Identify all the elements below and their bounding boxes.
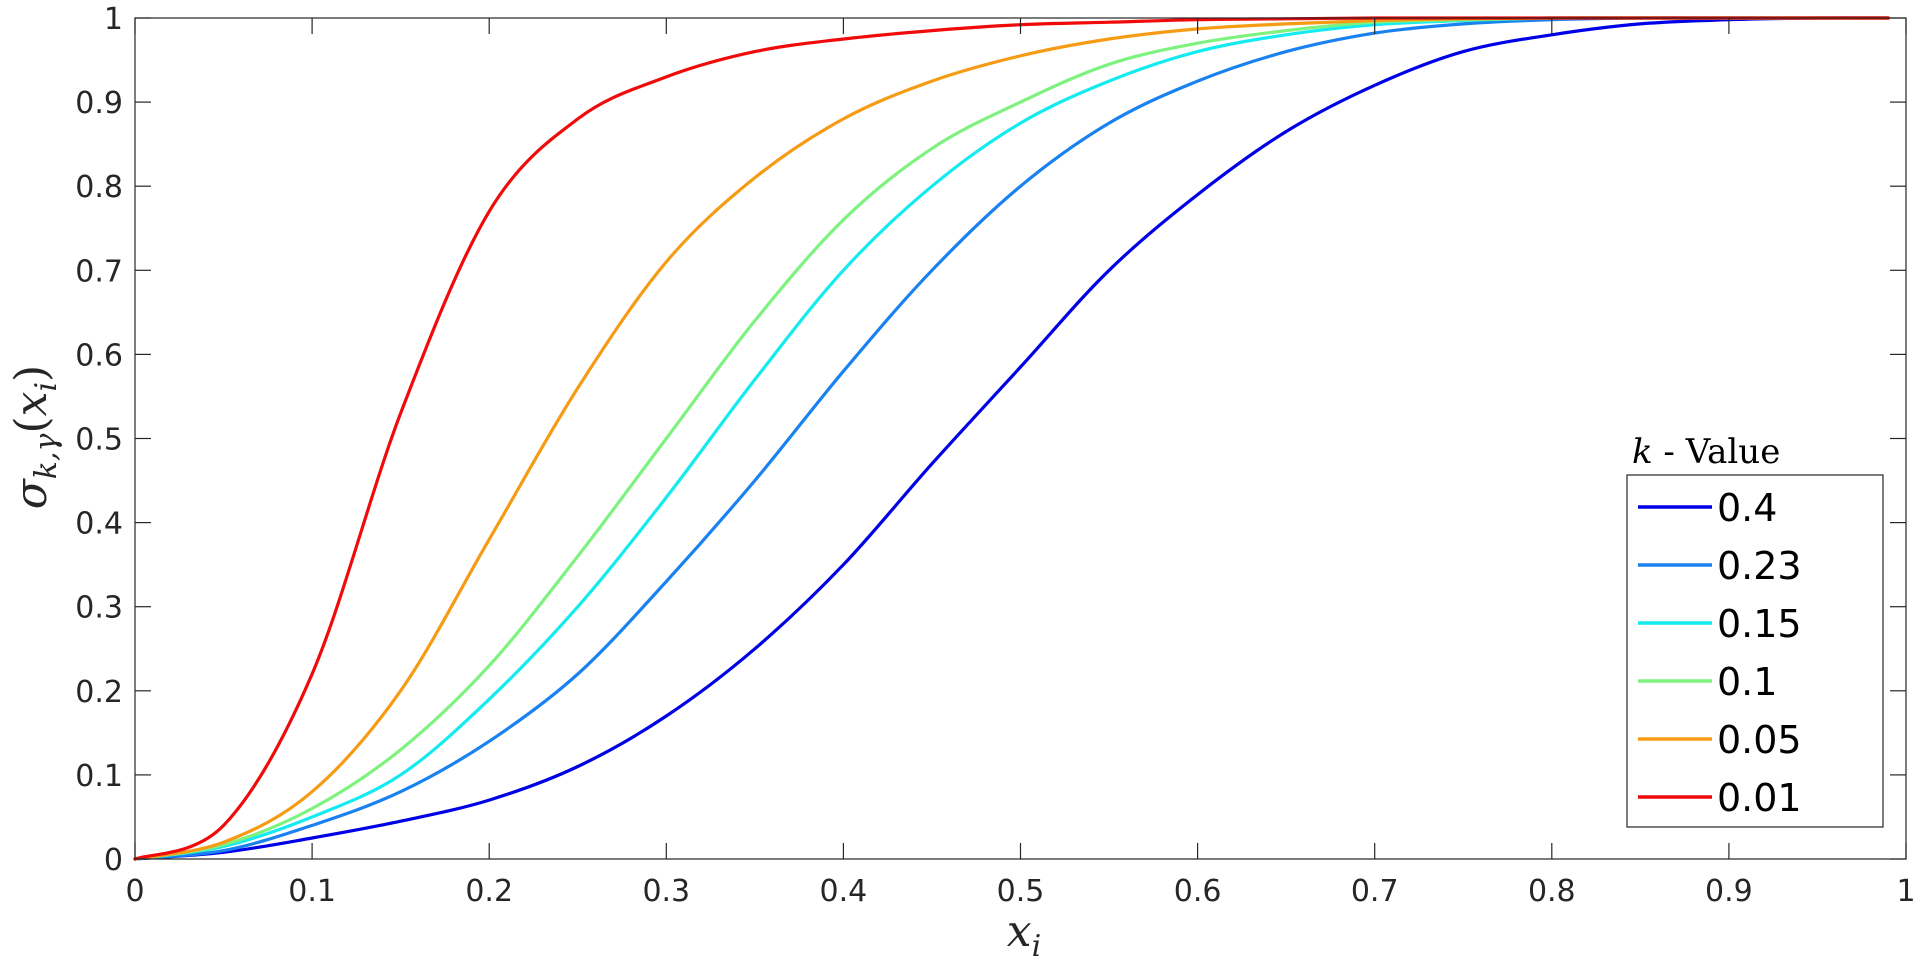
legend-label-0.15: 0.15 [1717, 602, 1802, 646]
y-axis-label-arg-open: ( [6, 416, 57, 433]
legend-label-0.01: 0.01 [1717, 776, 1802, 820]
y-axis-label-arg-sub: i [29, 382, 64, 392]
y-tick-label: 0.1 [75, 759, 123, 794]
x-tick-label: 0.3 [642, 874, 690, 909]
y-tick-label: 0.8 [75, 170, 123, 205]
x-tick-label: 0.2 [465, 874, 513, 909]
y-axis-label: σk,γ(xi) [6, 365, 64, 509]
x-tick-label: 0 [125, 874, 144, 909]
x-tick-label: 0.7 [1351, 874, 1399, 909]
legend-box [1626, 474, 1884, 828]
y-axis-label-arg-close: ) [6, 365, 57, 382]
y-tick-label: 0.7 [75, 254, 123, 289]
y-tick-label: 0 [104, 843, 123, 878]
legend-label-0.4: 0.4 [1717, 486, 1777, 530]
y-tick-label: 0.2 [75, 675, 123, 710]
legend-title-rest: - Value [1653, 432, 1781, 472]
y-axis-label-arg-base: x [6, 391, 57, 416]
legend-title-var: k [1632, 432, 1653, 472]
y-tick-label: 0.3 [75, 591, 123, 626]
legend-label-0.1: 0.1 [1717, 660, 1777, 704]
y-tick-label: 0.5 [75, 423, 123, 458]
legend-label-0.05: 0.05 [1717, 718, 1802, 762]
y-tick-label: 0.6 [75, 338, 123, 373]
x-axis-label-sub: i [1032, 929, 1042, 958]
legend-title: k - Value [1632, 432, 1780, 472]
x-tick-label: 0.4 [820, 874, 868, 909]
x-tick-label: 1 [1896, 874, 1915, 909]
y-axis-label-base: σ [6, 477, 57, 509]
y-tick-label: 0.4 [75, 507, 123, 542]
legend-label-0.23: 0.23 [1717, 544, 1802, 588]
legend: k - Value 0.4 0.23 0.15 0.1 0.05 0.01 [1626, 432, 1884, 828]
x-tick-label: 0.5 [997, 874, 1045, 909]
x-tick-label: 0.6 [1174, 874, 1222, 909]
y-axis-label-sub: k,γ [29, 433, 64, 479]
y-axis-ticks: 0 0.1 0.2 0.3 0.4 0.5 0.6 0.7 0.8 0.9 1 [75, 2, 1906, 878]
x-axis-label-base: x [1007, 906, 1032, 957]
series-line-0.4 [133, 16, 1890, 861]
x-tick-label: 0.8 [1528, 874, 1576, 909]
legend-items: 0.4 0.23 0.15 0.1 0.05 0.01 [1638, 486, 1802, 820]
x-tick-label: 0.1 [288, 874, 336, 909]
y-tick-label: 1 [104, 2, 123, 37]
y-tick-label: 0.9 [75, 86, 123, 121]
x-axis-ticks: 0 0.1 0.2 0.3 0.4 0.5 0.6 0.7 0.8 0.9 1 [125, 18, 1916, 909]
x-axis-label: xi [1007, 906, 1041, 958]
x-tick-label: 0.9 [1705, 874, 1753, 909]
